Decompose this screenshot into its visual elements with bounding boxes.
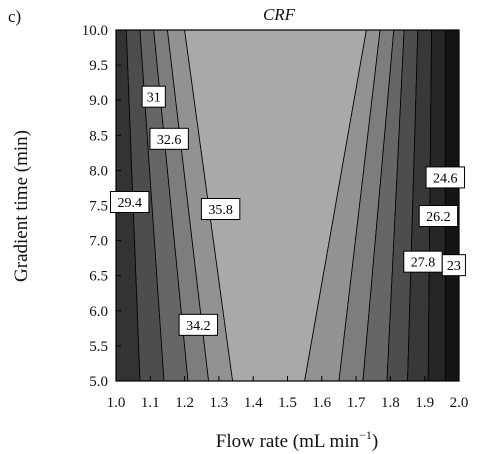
panel-label: c) [8,7,21,26]
x-axis-title-exponent: −1 [359,428,372,442]
contour-label-box [110,190,150,213]
y-tick-label: 9.5 [89,58,108,74]
contour-label-text: 27.8 [411,256,436,271]
contour-label-text: 23 [447,259,461,274]
x-tick-label: 1.9 [415,395,434,411]
x-tick-label: 1.1 [141,395,160,411]
contour-label-text: 29.4 [117,196,142,211]
contour-label: 32.6 [149,127,189,150]
contour-label: 29.4 [110,190,150,213]
contour-label-box [141,85,166,108]
y-tick-label: 6.0 [89,304,108,320]
contour-labels: 31 32.6 29.4 35.8 34.2 24.6 26.2 27.8 23 [110,85,466,336]
x-axis-title-tail: ) [372,431,378,452]
contour-label: 34.2 [178,313,219,336]
y-axis-ticks: 5.0 5.5 6.0 6.5 7.0 7.5 8.0 8.5 9.0 9.5 10.0 [82,23,121,390]
y-axis-title: Gradient time (min) [11,130,32,282]
contour-label: 23 [441,254,466,277]
contour-label-box [178,313,219,336]
contour-label-text: 31 [147,91,161,106]
x-tick-label: 1.8 [381,395,400,411]
contour-label-text: 35.8 [208,203,233,218]
y-tick-label: 9.0 [89,93,108,109]
x-tick-label: 1.5 [278,395,297,411]
x-tick-label: 1.3 [210,395,229,411]
contour-label-text: 32.6 [157,133,182,148]
contour-bands [115,29,460,382]
contour-label: 26.2 [418,205,459,228]
contour-label: 31 [141,85,166,108]
y-tick-label: 8.0 [89,163,108,179]
contour-label-text: 34.2 [186,319,211,334]
contour-label-box [418,205,459,228]
x-tick-label: 1.2 [175,395,194,411]
x-axis-ticks: 1.0 1.1 1.2 1.3 1.4 1.5 1.6 1.7 1.8 1.9 2.0 [107,376,469,411]
contour-label: 27.8 [403,250,443,273]
contour-label-box [425,166,465,189]
y-tick-label: 7.5 [89,199,108,215]
contour-label-text: 24.6 [433,171,458,186]
contour-label: 24.6 [425,166,465,189]
y-tick-label: 8.5 [89,128,108,144]
y-tick-label: 10.0 [82,23,108,39]
x-axis-title: Flow rate (mL min−1) [216,428,378,452]
x-tick-label: 1.0 [107,395,126,411]
contour-label-box [149,127,189,150]
chart-title: CRF [263,5,296,24]
x-tick-label: 1.6 [312,395,331,411]
x-tick-label: 1.7 [347,395,366,411]
y-tick-label: 6.5 [89,269,108,285]
contour-label-box [441,254,466,277]
x-axis-title-main: Flow rate (mL min [216,431,360,452]
x-tick-label: 1.4 [244,395,263,411]
y-tick-label: 5.5 [89,339,108,355]
x-tick-label: 2.0 [450,395,469,411]
y-tick-label: 7.0 [89,234,108,250]
y-tick-label: 5.0 [89,374,108,390]
contour-label-box [200,198,241,221]
contour-label-text: 26.2 [426,210,451,225]
contour-label: 35.8 [200,198,241,221]
